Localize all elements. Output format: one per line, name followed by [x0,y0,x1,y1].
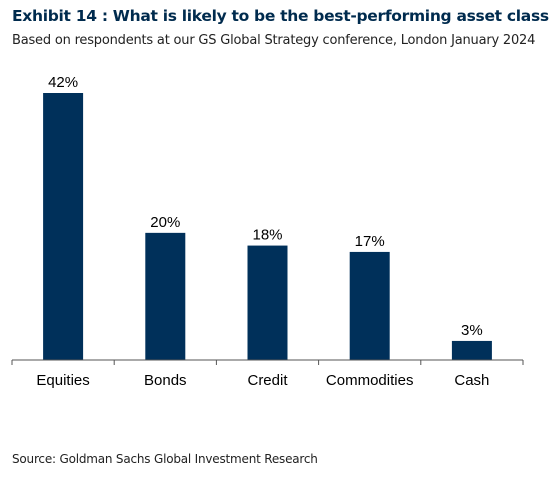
x-tick-label-credit: Credit [247,372,288,389]
data-label-credit: 18% [252,227,282,244]
bar-equities [43,93,84,360]
data-label-cash: 3% [461,322,483,339]
x-tick-label-cash: Cash [454,372,489,389]
x-tick-label-commodities: Commodities [326,372,414,389]
chart-title: Exhibit 14 : What is likely to be the be… [12,7,549,25]
data-label-bonds: 20% [150,214,180,231]
x-tick-label-equities: Equities [36,372,89,389]
x-tick-label-bonds: Bonds [144,372,187,389]
chart-subtitle: Based on respondents at our GS Global St… [12,33,536,48]
bar-commodities [349,251,390,360]
data-label-commodities: 17% [355,233,385,250]
data-label-equities: 42% [48,74,78,91]
bar-bonds [145,232,186,360]
source-note: Source: Goldman Sachs Global Investment … [12,452,318,466]
bar-cash [451,340,492,360]
bar-credit [247,245,288,360]
